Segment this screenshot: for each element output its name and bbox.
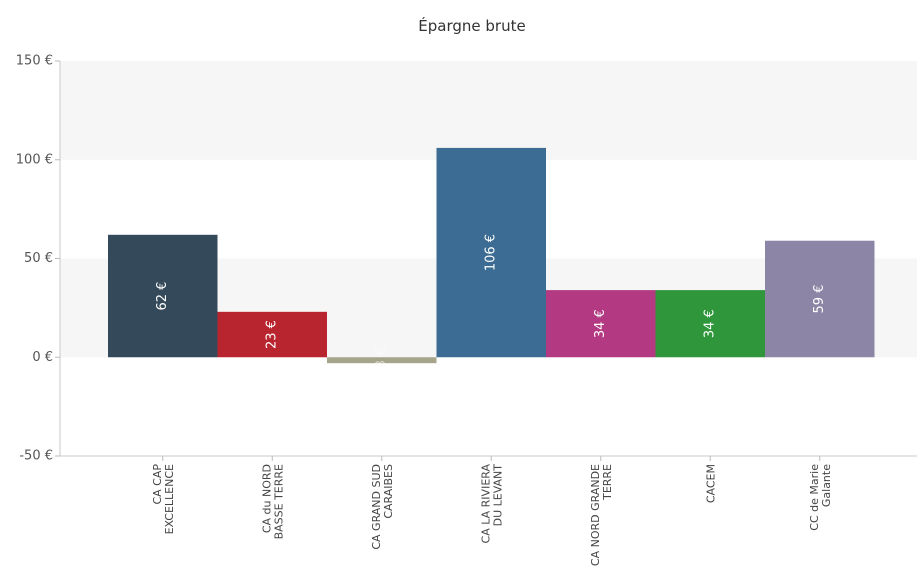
- y-tick-label: 150 €: [16, 54, 53, 69]
- x-tick-label: CACEM: [704, 464, 717, 503]
- data-label: 62 €: [155, 282, 170, 311]
- data-label: 106 €: [484, 234, 499, 271]
- y-tick-label: -50 €: [19, 449, 53, 464]
- data-label: -3 €: [374, 348, 389, 373]
- bars: [108, 147, 875, 364]
- axes: -50 € 0 € 50 € 100 € 150 € CA CAPEXCELLENCE CA…: [16, 54, 917, 566]
- x-tick-label: CA LA RIVIERADU LEVANT: [479, 464, 504, 544]
- bar[interactable]: [765, 240, 875, 358]
- data-label: 34 €: [703, 309, 718, 338]
- x-tick-label: CA GRAND SUDCARAIBES: [370, 464, 395, 550]
- chart-title: Épargne brute: [418, 16, 525, 35]
- data-label: 34 €: [593, 309, 608, 338]
- grid-band: [60, 61, 917, 160]
- bar[interactable]: [655, 290, 766, 358]
- x-tick-label: CA CAPEXCELLENCE: [151, 464, 176, 535]
- y-tick-label: 100 €: [16, 152, 53, 167]
- data-labels: 62 € 23 € -3 € 106 € 34 € 34 € 59 €: [155, 234, 827, 373]
- bar[interactable]: [436, 147, 547, 358]
- bar[interactable]: [327, 357, 437, 364]
- bar[interactable]: [108, 234, 218, 358]
- bar[interactable]: [217, 311, 328, 358]
- data-label: 59 €: [812, 285, 827, 314]
- x-tick-label: CA du NORDBASSE TERRE: [260, 464, 285, 539]
- y-tick-label: 50 €: [24, 251, 53, 266]
- x-tick-label: CC de MarieGalante: [808, 464, 833, 531]
- bar[interactable]: [546, 290, 656, 358]
- data-label: 23 €: [265, 320, 280, 349]
- x-tick-label: CA NORD GRANDETERRE: [589, 464, 614, 566]
- y-tick-label: 0 €: [32, 350, 53, 365]
